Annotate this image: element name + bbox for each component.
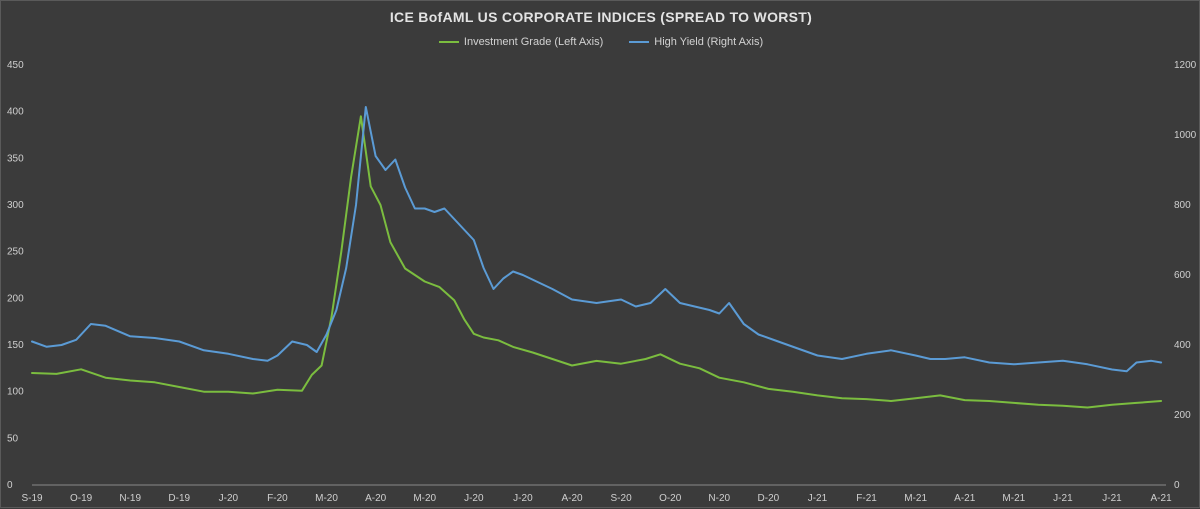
y-left-tick-label: 100	[7, 387, 24, 398]
x-tick-label: A-21	[954, 493, 976, 504]
legend-swatch-high-yield	[629, 41, 650, 43]
legend-swatch-investment-grade	[438, 41, 459, 43]
y-left-tick-label: 50	[7, 433, 19, 444]
x-tick-label: F-20	[267, 493, 288, 504]
y-right-tick-label: 0	[1174, 480, 1180, 491]
y-left-tick-label: 300	[7, 200, 24, 211]
x-tick-label: J-21	[808, 493, 828, 504]
series-line-high-yield	[31, 106, 1163, 373]
x-tick-label: F-21	[856, 493, 877, 504]
y-right-tick-label: 800	[1174, 200, 1191, 211]
x-tick-label: S-20	[611, 493, 633, 504]
x-tick-label: A-21	[1151, 493, 1173, 504]
x-tick-label: J-20	[464, 493, 484, 504]
legend: Investment Grade (Left Axis) High Yield …	[1, 36, 1200, 48]
x-tick-label: M-20	[315, 493, 338, 504]
y-right-tick-label: 1200	[1174, 60, 1197, 71]
legend-item-high-yield: High Yield (Right Axis)	[629, 36, 763, 48]
y-left-tick-label: 150	[7, 340, 24, 351]
x-tick-label: J-20	[513, 493, 533, 504]
x-tick-label: O-19	[70, 493, 93, 504]
x-tick-label: O-20	[659, 493, 682, 504]
y-left-tick-label: 450	[7, 60, 24, 71]
y-left-tick-label: 250	[7, 247, 24, 258]
x-tick-label: N-19	[119, 493, 141, 504]
x-tick-label: J-21	[1102, 493, 1122, 504]
y-left-tick-label: 400	[7, 107, 24, 118]
y-left-tick-label: 200	[7, 293, 24, 304]
legend-label-high-yield: High Yield (Right Axis)	[654, 36, 764, 48]
y-right-tick-label: 1000	[1174, 130, 1197, 141]
legend-item-investment-grade: Investment Grade (Left Axis)	[438, 36, 604, 48]
x-tick-label: A-20	[365, 493, 387, 504]
series-line-investment-grade	[31, 115, 1163, 409]
legend-label-investment-grade: Investment Grade (Left Axis)	[463, 36, 604, 48]
y-right-tick-label: 600	[1174, 270, 1191, 281]
x-tick-label: M-21	[1002, 493, 1025, 504]
x-tick-label: J-20	[219, 493, 239, 504]
y-left-tick-label: 350	[7, 153, 24, 164]
y-left-tick-label: 0	[7, 480, 13, 491]
x-tick-label: D-20	[758, 493, 780, 504]
y-right-tick-label: 400	[1174, 340, 1191, 351]
x-tick-label: J-21	[1053, 493, 1073, 504]
y-right-tick-label: 200	[1174, 410, 1191, 421]
x-tick-label: M-21	[904, 493, 927, 504]
chart-title: ICE BofAML US CORPORATE INDICES (SPREAD …	[389, 9, 813, 25]
x-tick-label: A-20	[561, 493, 583, 504]
x-tick-label: S-19	[21, 493, 43, 504]
x-tick-label: M-20	[413, 493, 436, 504]
x-tick-label: N-20	[708, 493, 730, 504]
x-tick-label: D-19	[168, 493, 190, 504]
